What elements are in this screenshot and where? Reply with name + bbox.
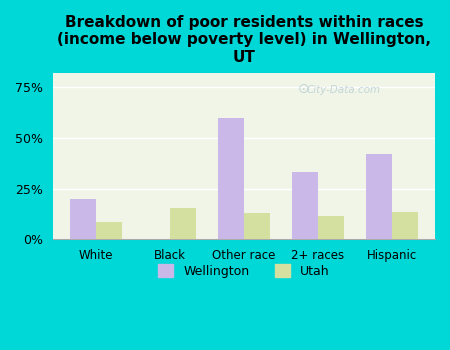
Text: City-Data.com: City-Data.com xyxy=(306,85,380,95)
Text: ⊙: ⊙ xyxy=(297,82,309,96)
Bar xyxy=(244,213,270,239)
Bar xyxy=(218,118,244,239)
Bar xyxy=(292,173,318,239)
Legend: Wellington, Utah: Wellington, Utah xyxy=(153,259,334,283)
Bar xyxy=(70,199,96,239)
Bar xyxy=(96,222,122,239)
Bar xyxy=(392,212,418,239)
Bar xyxy=(366,154,392,239)
Bar xyxy=(318,216,344,239)
Title: Breakdown of poor residents within races
(income below poverty level) in Welling: Breakdown of poor residents within races… xyxy=(57,15,431,65)
Bar xyxy=(170,208,196,239)
